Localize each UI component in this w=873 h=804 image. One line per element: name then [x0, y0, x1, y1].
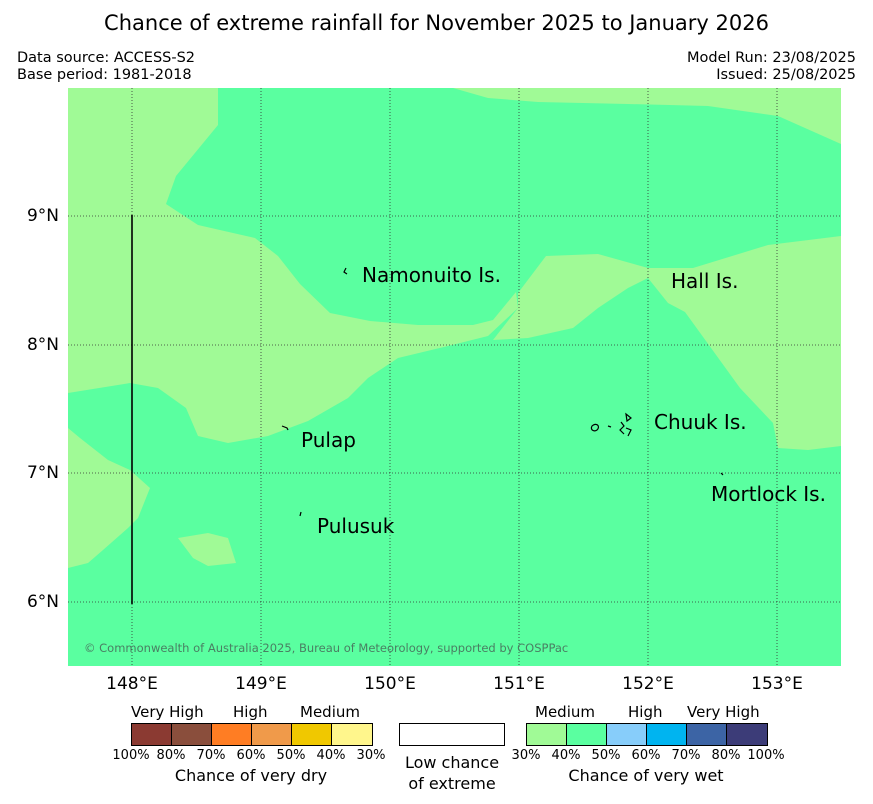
dry-swatch-0 [132, 724, 172, 745]
chuuk-island-c [619, 421, 625, 435]
namonuito-island [343, 267, 348, 275]
dry-tick-3: 60% [236, 748, 266, 763]
copyright-notice: © Commonwealth of Australia 2025, Bureau… [84, 641, 569, 655]
dry-tick-1: 80% [156, 748, 186, 763]
region-light-green-patch [178, 533, 236, 566]
dry-swatch-2 [212, 724, 252, 745]
wet-caption: Chance of very wet [568, 766, 724, 785]
wet-header-medium: Medium [535, 703, 595, 721]
dry-swatch-1 [172, 724, 212, 745]
chuuk-island-d [625, 412, 632, 423]
wet-tick-3: 60% [631, 748, 661, 763]
mortlock-island [720, 472, 724, 476]
low-chance-caption: Low chance of extreme [380, 752, 524, 794]
place-hall: Hall Is. [671, 269, 739, 293]
dry-tick-4: 50% [276, 748, 306, 763]
region-light-green-west [68, 88, 518, 443]
wet-header-high: High [628, 703, 663, 721]
wet-swatch-5 [727, 724, 767, 745]
islands [281, 267, 724, 517]
lon-label-153e: 153°E [751, 674, 803, 694]
issued-date: Issued: 25/08/2025 [716, 67, 856, 83]
dry-caption: Chance of very dry [174, 766, 328, 785]
data-source: Data source: ACCESS-S2 [17, 50, 196, 66]
map-area [68, 88, 841, 666]
place-pulusuk: Pulusuk [317, 514, 395, 538]
region-light-green-east [493, 236, 841, 450]
dry-header-high: High [233, 703, 268, 721]
dry-swatch-4 [292, 724, 332, 745]
chuuk-island-a [590, 423, 600, 432]
wet-tick-5: 80% [711, 748, 741, 763]
wet-tick-6: 100% [747, 748, 785, 763]
region-light-green-southwest [68, 428, 150, 568]
wet-swatch-4 [687, 724, 727, 745]
dry-tick-6: 30% [356, 748, 386, 763]
dry-tick-0: 100% [112, 748, 150, 763]
place-pulap: Pulap [301, 428, 356, 452]
low-chance-line1: Low chance [404, 753, 500, 772]
pulusuk-island [299, 511, 302, 517]
map-svg [68, 88, 841, 666]
lat-label-9n: 9°N [26, 206, 59, 226]
chuuk-island-e [625, 427, 632, 437]
meta-right: Model Run: 23/08/2025 Issued: 25/08/2025 [687, 50, 856, 84]
low-chance-line2: of extreme [408, 774, 496, 793]
place-namonuito: Namonuito Is. [362, 263, 501, 287]
wet-colorbar [526, 723, 768, 746]
graticule [68, 88, 841, 666]
wet-swatch-0 [527, 724, 567, 745]
place-mortlock: Mortlock Is. [711, 482, 826, 506]
lat-label-7n: 7°N [26, 463, 59, 483]
wet-swatch-3 [647, 724, 687, 745]
place-chuuk: Chuuk Is. [654, 410, 747, 434]
dry-header-very-high: Very High [131, 703, 204, 721]
lon-label-151e: 151°E [493, 674, 545, 694]
dry-colorbar [131, 723, 373, 746]
dry-swatch-3 [252, 724, 292, 745]
lat-label-6n: 6°N [26, 592, 59, 612]
meta-left: Data source: ACCESS-S2 Base period: 1981… [17, 50, 195, 84]
dry-tick-5: 40% [316, 748, 346, 763]
region-light-green-north [453, 88, 841, 144]
lon-label-150e: 150°E [364, 674, 416, 694]
wet-swatch-1 [567, 724, 607, 745]
lon-label-148e: 148°E [106, 674, 158, 694]
wet-tick-1: 40% [551, 748, 581, 763]
low-chance-swatch [399, 723, 505, 746]
base-period: Base period: 1981-2018 [17, 67, 192, 83]
wet-tick-0: 30% [511, 748, 541, 763]
wet-header-very-high: Very High [687, 703, 760, 721]
dry-tick-2: 70% [196, 748, 226, 763]
pulap-island [281, 425, 289, 431]
wet-tick-4: 70% [671, 748, 701, 763]
chuuk-island-b [607, 425, 612, 428]
lon-label-152e: 152°E [622, 674, 674, 694]
wet-swatch-2 [607, 724, 647, 745]
model-run: Model Run: 23/08/2025 [686, 50, 856, 66]
dry-header-medium: Medium [300, 703, 360, 721]
wet-tick-2: 50% [591, 748, 621, 763]
lon-label-149e: 149°E [235, 674, 287, 694]
dry-swatch-5 [332, 724, 372, 745]
lat-label-8n: 8°N [26, 335, 59, 355]
map-title: Chance of extreme rainfall for November … [104, 11, 769, 35]
